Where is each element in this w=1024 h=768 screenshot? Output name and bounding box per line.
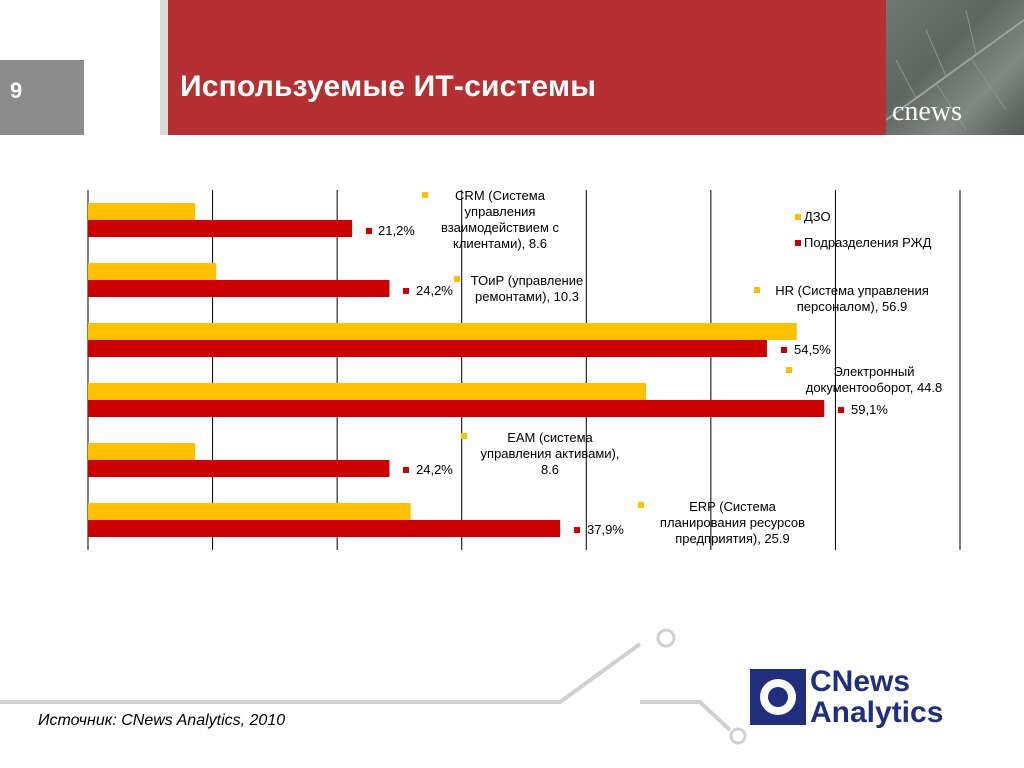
rzd-marker-2 xyxy=(781,347,787,353)
dzo-label-erp: ERP (Система планирования ресурсов предп… xyxy=(659,499,806,546)
rzd-value-label: 21,2% xyxy=(378,223,415,238)
cnews-analytics-logo-mark xyxy=(750,669,806,725)
bar-dzo xyxy=(88,503,411,520)
title-band xyxy=(168,0,886,135)
leaf-texture-image xyxy=(886,0,1024,135)
rzd-value-label: 59,1% xyxy=(851,402,888,417)
rzd-value-label: 54,5% xyxy=(794,342,831,357)
leaf-veins-icon xyxy=(886,9,1024,131)
dzo-label-hr: HR (Система управления персоналом), 56.9 xyxy=(775,283,929,314)
legend-swatch-rzd xyxy=(795,240,801,246)
chart-gridlines xyxy=(87,190,961,550)
dzo-label-eam: ЕАМ (система управления активами), 8.6 xyxy=(480,430,620,477)
cnews-header-logo: cnews xyxy=(892,96,962,127)
bar-dzo xyxy=(88,263,217,280)
bar-rzd xyxy=(88,520,561,537)
rzd-marker-0 xyxy=(366,228,372,234)
legend-label-dzo: ДЗО xyxy=(804,209,831,224)
chart-bars xyxy=(88,203,825,537)
rzd-value-label: 24,2% xyxy=(416,283,453,298)
dzo-label-edo: Электронный документооборот, 44.8 xyxy=(805,364,943,395)
logo-ring-icon xyxy=(760,679,796,715)
rzd-marker-5 xyxy=(574,527,580,533)
bar-dzo xyxy=(88,323,797,340)
legend-marker-edo xyxy=(786,367,792,373)
bar-rzd xyxy=(88,220,353,237)
bar-rzd xyxy=(88,340,767,357)
rzd-value-label: 24,2% xyxy=(416,462,453,477)
page-number-badge xyxy=(0,60,84,135)
rzd-marker-3 xyxy=(838,407,844,413)
slide-title: Используемые ИТ-системы xyxy=(180,70,597,103)
legend-marker-crm xyxy=(422,192,428,198)
bar-rzd xyxy=(88,280,390,297)
rzd-marker-1 xyxy=(403,288,409,294)
legend-swatch-dzo xyxy=(795,214,801,220)
dzo-label-toir: ТОиР (управление ремонтами), 10.3 xyxy=(470,273,584,304)
legend-marker-hr xyxy=(754,287,760,293)
bar-dzo xyxy=(88,203,196,220)
bar-rzd xyxy=(88,400,825,417)
logo-inner-circle xyxy=(768,687,788,707)
logo-text-cnews: CNews xyxy=(810,665,911,698)
legend-marker-eam xyxy=(461,433,467,439)
legend-marker-erp xyxy=(638,502,644,508)
bar-dzo xyxy=(88,383,647,400)
bar-rzd xyxy=(88,460,390,477)
logo-text-analytics: Analytics xyxy=(810,696,944,729)
header: 9 Используемые ИТ-системы cnews xyxy=(0,0,1024,135)
rzd-value-label: 37,9% xyxy=(587,522,624,537)
page-number: 9 xyxy=(10,78,23,103)
source-note: Источник: CNews Analytics, 2010 xyxy=(38,712,286,729)
rzd-marker-4 xyxy=(403,467,409,473)
legend-label-rzd: Подразделения РЖД xyxy=(804,235,932,250)
bar-dzo xyxy=(88,443,196,460)
dzo-label-crm: CRM (Система управления взаимодействием … xyxy=(440,188,560,251)
legend-marker-toir xyxy=(454,276,460,282)
header-divider xyxy=(160,0,168,135)
